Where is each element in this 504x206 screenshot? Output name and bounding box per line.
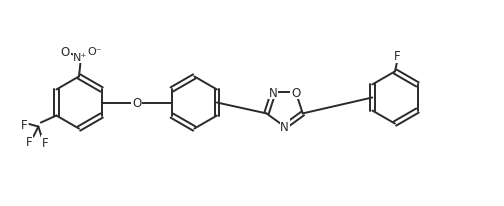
Text: O: O <box>291 86 300 99</box>
Text: N: N <box>269 86 278 99</box>
Text: F: F <box>26 136 33 148</box>
Text: O⁻: O⁻ <box>87 47 102 57</box>
Text: O: O <box>132 97 141 109</box>
Text: F: F <box>21 118 28 131</box>
Text: O: O <box>61 46 70 59</box>
Text: F: F <box>394 50 401 63</box>
Text: F: F <box>41 136 48 149</box>
Text: N⁺: N⁺ <box>74 53 88 63</box>
Text: N: N <box>280 121 289 133</box>
